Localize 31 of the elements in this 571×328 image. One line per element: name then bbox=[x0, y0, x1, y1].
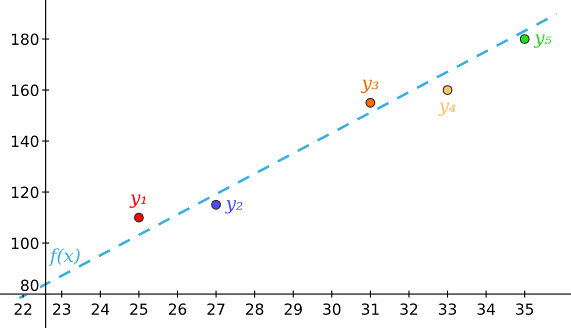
point bbox=[134, 212, 144, 223]
y-tick-label: 100 bbox=[12, 238, 38, 250]
x-tick-label: 25 bbox=[130, 303, 148, 315]
y-tick-label: 80 bbox=[21, 280, 38, 292]
x-tick-label: 31 bbox=[362, 303, 379, 315]
x-tick-label: 22 bbox=[14, 303, 32, 315]
x-tick-label: 32 bbox=[400, 303, 418, 315]
y-tick-label: 120 bbox=[12, 186, 38, 198]
point bbox=[211, 200, 221, 210]
series-label: y₄ bbox=[438, 102, 456, 116]
series-label: y₃ bbox=[360, 80, 378, 94]
x-tick-label: 33 bbox=[438, 303, 456, 315]
x-tick-label: 29 bbox=[284, 303, 302, 315]
x-tick-label: 24 bbox=[92, 303, 110, 315]
series-label: y₁ bbox=[130, 194, 146, 208]
point bbox=[365, 98, 376, 108]
series-label: y₂ bbox=[225, 200, 242, 214]
x-tick-label: 35 bbox=[516, 303, 534, 315]
x-tick-label: 28 bbox=[246, 303, 264, 315]
x-tick-label: 30 bbox=[323, 303, 341, 315]
y-tick-label: 180 bbox=[12, 33, 38, 46]
series-label: y₅ bbox=[534, 34, 552, 48]
series-label: f(x) bbox=[48, 248, 80, 266]
x-tick-label: 26 bbox=[168, 303, 186, 315]
y-tick-label: 140 bbox=[12, 136, 38, 148]
point bbox=[520, 34, 530, 44]
x-tick-label: 23 bbox=[53, 303, 70, 315]
point bbox=[442, 85, 452, 95]
x-tick-label: 27 bbox=[207, 303, 224, 315]
y-tick-label: 160 bbox=[12, 84, 38, 96]
x-tick-label: 34 bbox=[478, 303, 495, 315]
